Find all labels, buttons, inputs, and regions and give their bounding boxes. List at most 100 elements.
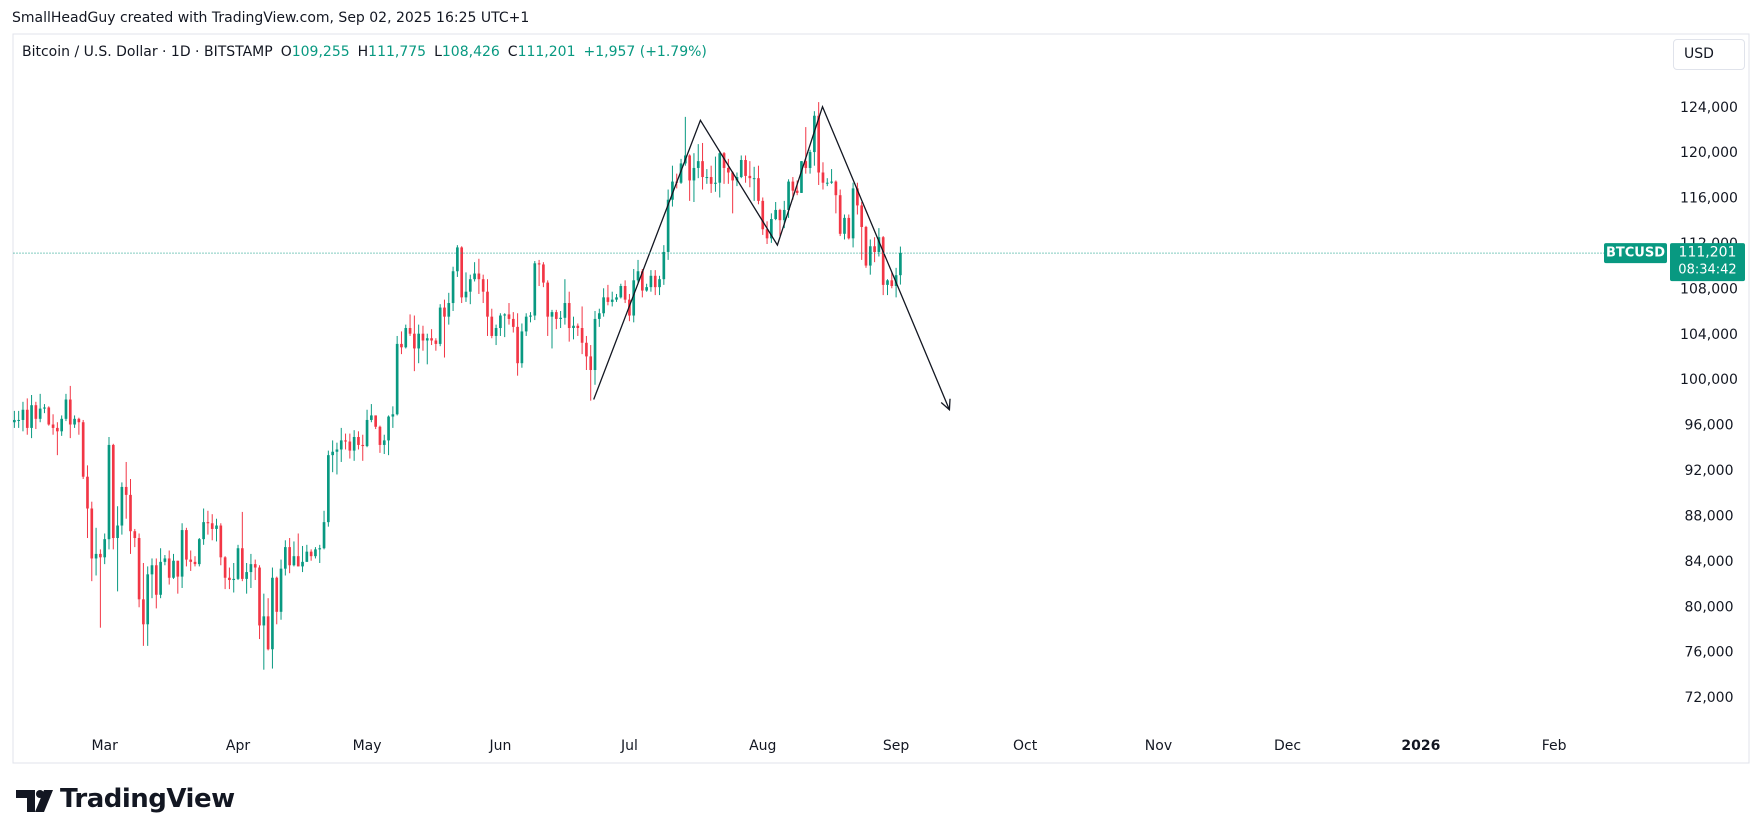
- candle-body: [86, 476, 89, 509]
- candle-body: [339, 440, 343, 450]
- candle-body: [567, 303, 571, 329]
- x-tick-label: Nov: [1145, 738, 1172, 754]
- candle-body: [744, 160, 747, 176]
- candle-body: [38, 408, 42, 419]
- symbol: Bitcoin / U.S. Dollar · 1D · BITSTAMP: [22, 44, 273, 60]
- candle-body: [761, 200, 765, 230]
- x-tick-label: Jul: [620, 738, 638, 754]
- candle-body: [206, 522, 210, 524]
- candle-body: [705, 177, 709, 179]
- high-value: 111,775: [368, 44, 427, 60]
- candle-body: [830, 181, 833, 183]
- candle-body: [137, 538, 141, 600]
- candle-body: [494, 328, 498, 336]
- logo-icon: [16, 790, 53, 812]
- candle-body: [727, 167, 730, 173]
- candle-body: [73, 418, 76, 425]
- candle-body: [886, 280, 889, 285]
- y-tick-label: 92,000: [1685, 463, 1734, 479]
- candle-body: [808, 152, 812, 168]
- candle-body: [172, 560, 175, 578]
- candle-body: [546, 282, 550, 317]
- candle-body: [322, 522, 326, 549]
- candle-body: [791, 181, 795, 191]
- low-label: L: [434, 44, 442, 60]
- candle-body: [894, 275, 898, 287]
- candle-body: [352, 436, 356, 451]
- candle-body: [649, 275, 653, 288]
- attribution: SmallHeadGuy created with TradingView.co…: [12, 10, 530, 26]
- candle-body: [223, 557, 227, 578]
- candle-body: [696, 161, 700, 168]
- x-tick-label: May: [353, 738, 382, 754]
- candle-body: [94, 553, 98, 559]
- candle-body: [387, 416, 390, 441]
- candle-body: [262, 616, 266, 626]
- candle-body: [679, 163, 683, 183]
- candle-body: [468, 279, 472, 292]
- y-tick-label: 100,000: [1680, 372, 1738, 388]
- candle-body: [671, 181, 674, 200]
- candle-body: [344, 440, 347, 442]
- candle-body: [189, 559, 193, 562]
- candle-body: [447, 303, 451, 317]
- candle-body: [559, 317, 562, 319]
- candle-body: [606, 297, 610, 302]
- candle-body: [718, 153, 722, 183]
- candle-body: [99, 553, 102, 558]
- candle-body: [709, 177, 713, 184]
- candle-body: [537, 263, 541, 265]
- candle-body: [120, 486, 124, 526]
- candle-body: [456, 247, 459, 272]
- candle-body: [800, 161, 803, 193]
- candle-body: [150, 565, 154, 575]
- candle-body: [881, 237, 885, 285]
- candle-body: [757, 178, 760, 201]
- logo-bar: [16, 790, 35, 812]
- candle-body: [81, 422, 85, 477]
- candle-body: [283, 547, 287, 569]
- candle-body: [619, 286, 623, 298]
- x-tick-label: Jun: [488, 738, 511, 754]
- candle-body: [331, 451, 334, 456]
- candle-body: [335, 449, 339, 452]
- currency-button[interactable]: USD: [1673, 39, 1745, 70]
- candle-body: [632, 280, 636, 316]
- candle-body: [486, 291, 489, 317]
- candle-body: [361, 444, 365, 447]
- candle-body: [77, 418, 81, 423]
- change-value: +1,957 (+1.79%): [583, 44, 707, 60]
- candle-body: [413, 333, 416, 349]
- candle-body: [868, 246, 872, 266]
- candle-body: [770, 219, 773, 239]
- candle-body: [370, 415, 373, 420]
- candle-body: [748, 175, 752, 179]
- open-value: 109,255: [291, 44, 350, 60]
- candle-body: [391, 414, 395, 417]
- y-tick-label: 84,000: [1685, 554, 1734, 570]
- candle-body: [520, 331, 524, 364]
- candle-body: [197, 539, 201, 565]
- x-tick-label: Feb: [1542, 738, 1567, 754]
- x-tick-label: Apr: [226, 738, 250, 754]
- candle-body: [318, 548, 322, 550]
- candle-body: [374, 415, 377, 427]
- candle-body: [821, 172, 825, 183]
- candle-body: [782, 209, 786, 221]
- candle-body: [51, 424, 55, 428]
- y-tick-label: 96,000: [1685, 418, 1734, 434]
- candle-body: [645, 287, 648, 291]
- arrow-head: [940, 398, 951, 412]
- close-label: C: [507, 44, 518, 60]
- candle-body: [778, 209, 782, 221]
- candle-body: [266, 616, 270, 650]
- candle-body: [309, 551, 313, 557]
- candle-body: [25, 409, 29, 428]
- candle-body: [430, 338, 433, 341]
- candle-body: [408, 328, 412, 334]
- candle-body: [111, 444, 115, 539]
- candle-body: [542, 264, 545, 283]
- candle-body: [292, 556, 296, 566]
- candle-body: [580, 328, 584, 343]
